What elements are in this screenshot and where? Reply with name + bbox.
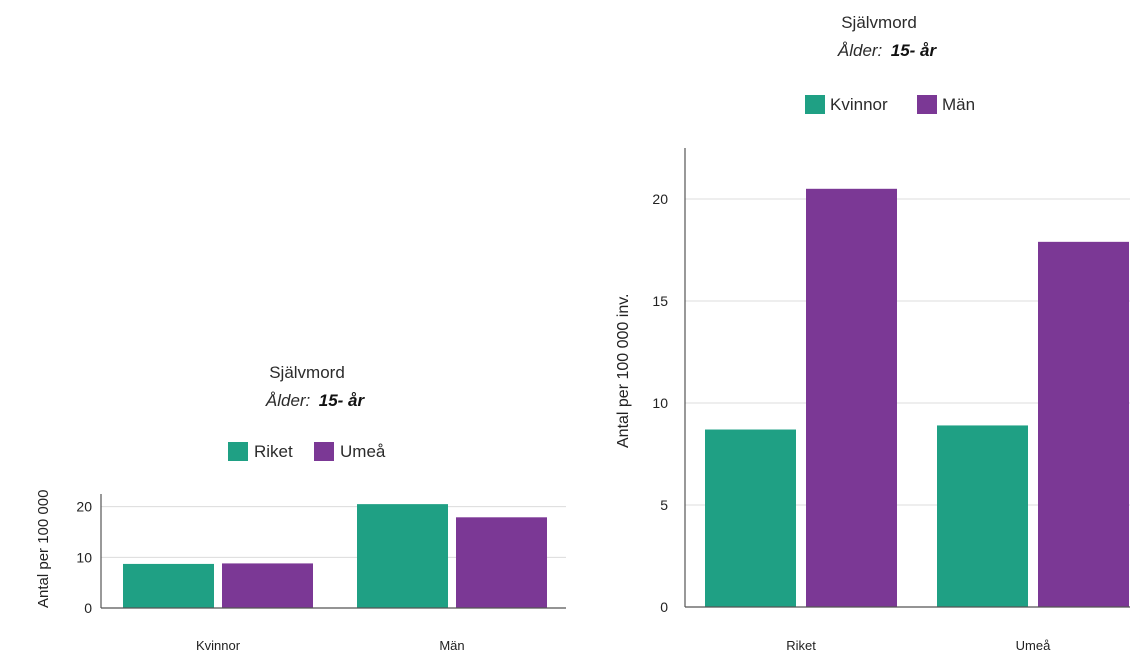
chart-1-bar-umeå-kvinnor (222, 563, 313, 608)
chart-2-y-axis-label: Antal per 100 000 inv. (615, 294, 632, 448)
chart-1-y-ticks: 0 10 20 (76, 499, 92, 616)
chart-2-y-tick-label-0: 0 (660, 599, 668, 615)
chart-2-bars (705, 188, 1129, 608)
chart-2-legend-label-1: Män (942, 95, 975, 114)
chart-1-bar-umeå-män (456, 517, 547, 608)
chart-2-legend: Kvinnor Män (805, 95, 975, 114)
chart-1-y-tick-label-1: 10 (76, 549, 92, 565)
chart-2-y-tick-label-2: 10 (652, 395, 668, 411)
chart-1-y-axis-label: Antal per 100 000 (35, 490, 52, 608)
chart-1-legend: Riket Umeå (228, 442, 386, 461)
chart-1-legend-swatch-0 (228, 442, 248, 461)
chart-2-y-ticks: 0 5 10 15 20 (652, 191, 668, 615)
chart-2-bar-män-umeå (1038, 241, 1129, 607)
chart-2-subtitle-label: Ålder: (837, 41, 883, 60)
chart-1-subtitle-label: Ålder: (265, 391, 311, 410)
chart-2-legend-swatch-0 (805, 95, 825, 114)
chart-1-legend-label-0: Riket (254, 442, 293, 461)
chart-2-x-labels: Riket Umeå (786, 638, 1051, 652)
chart-1-legend-swatch-1 (314, 442, 334, 461)
chart-2-bar-kvinnor-umeå (937, 425, 1028, 607)
chart-2-title: Självmord (841, 13, 917, 32)
chart-2-x-tick-label-1: Umeå (1016, 638, 1051, 652)
chart-1-bar-riket-män (357, 504, 448, 608)
chart-2-bar-kvinnor-riket (705, 429, 796, 607)
chart-1-bar-riket-kvinnor (123, 563, 214, 608)
chart-2-bar-män-riket (806, 188, 897, 608)
chart-1-subtitle-value: 15- år (319, 391, 366, 410)
chart-1-y-tick-label-0: 0 (84, 600, 92, 616)
chart-2-y-tick-label-4: 20 (652, 191, 668, 207)
chart-1-x-tick-label-0: Kvinnor (196, 638, 241, 652)
chart-2-y-tick-label-1: 5 (660, 497, 668, 513)
chart-2-legend-swatch-1 (917, 95, 937, 114)
chart-2-y-tick-label-3: 15 (652, 293, 668, 309)
chart-1-x-tick-label-1: Män (439, 638, 464, 652)
chart-2-subtitle: Ålder: 15- år (837, 41, 938, 60)
chart-2-subtitle-value: 15- år (891, 41, 938, 60)
chart-1-title: Självmord (269, 363, 345, 382)
chart-1-x-labels: Kvinnor Män (196, 638, 465, 652)
chart-2-x-tick-label-0: Riket (786, 638, 816, 652)
chart-1-subtitle: Ålder: 15- år (265, 391, 366, 410)
chart-1-bars (123, 504, 547, 608)
chart-2: Självmord Ålder: 15- år Kvinnor Män 0 5 10… (615, 13, 1130, 652)
chart-1: Självmord Ålder: 15- år Riket Umeå 0 10 20… (35, 363, 566, 652)
chart-1-y-tick-label-2: 20 (76, 499, 92, 515)
chart-1-legend-label-1: Umeå (340, 442, 386, 461)
chart-2-legend-label-0: Kvinnor (830, 95, 888, 114)
